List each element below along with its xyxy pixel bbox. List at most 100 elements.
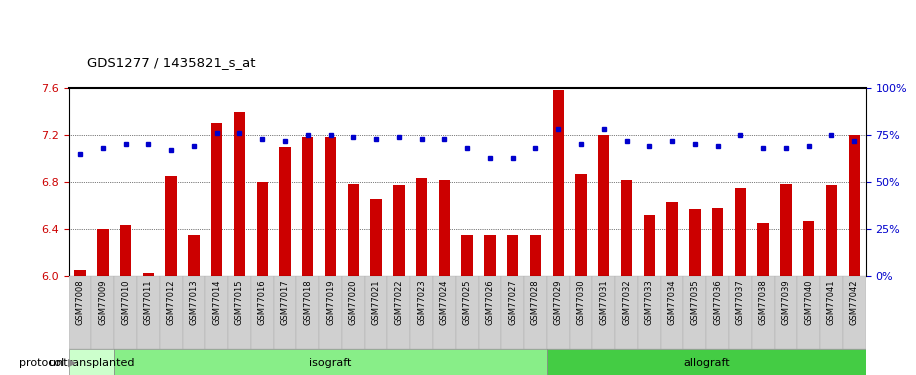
Text: GSM77042: GSM77042 [850,279,858,325]
Text: GSM77008: GSM77008 [76,279,84,325]
Bar [69,276,92,349]
Bar [256,182,267,276]
Text: GSM77041: GSM77041 [827,279,836,325]
Bar [188,235,200,276]
Text: GSM77023: GSM77023 [417,279,426,325]
Bar [228,276,251,349]
Bar [529,235,541,276]
Text: GSM77022: GSM77022 [395,279,403,325]
Text: untransplanted: untransplanted [49,358,135,368]
Text: GSM77025: GSM77025 [463,279,472,325]
Bar [302,137,313,276]
Text: GSM77031: GSM77031 [599,279,608,325]
Bar [706,276,729,349]
Bar [780,184,791,276]
Text: GSM77018: GSM77018 [303,279,312,325]
Bar [638,276,660,349]
Bar [666,202,678,276]
Bar [166,176,177,276]
Bar [433,276,456,349]
Text: GSM77030: GSM77030 [576,279,585,325]
Text: GSM77021: GSM77021 [372,279,380,325]
Bar [621,180,632,276]
Bar [462,235,473,276]
Bar [439,180,450,276]
Bar [319,276,342,349]
Text: GSM77035: GSM77035 [691,279,699,325]
Bar [570,276,593,349]
Bar [803,220,814,276]
Text: GSM77028: GSM77028 [531,279,540,325]
Bar [325,137,336,276]
Bar [478,276,501,349]
Text: GSM77040: GSM77040 [804,279,813,325]
Text: protocol: protocol [19,358,64,368]
Bar [547,276,570,349]
Bar [92,276,114,349]
Bar [507,235,518,276]
Bar [689,209,701,276]
Bar [552,90,564,276]
Text: GSM77024: GSM77024 [440,279,449,325]
Bar [644,215,655,276]
Bar [729,276,752,349]
Bar [547,349,866,375]
Text: GSM77036: GSM77036 [714,279,722,325]
Bar [843,276,866,349]
Text: GSM77015: GSM77015 [235,279,244,325]
Bar [159,276,182,349]
Bar [347,184,359,276]
Bar [205,276,228,349]
Bar [758,223,769,276]
Bar [683,276,706,349]
Text: GSM77033: GSM77033 [645,279,654,325]
Text: GSM77017: GSM77017 [280,279,289,325]
Bar [137,276,159,349]
Bar [410,276,433,349]
Bar [393,185,405,276]
Bar [97,229,108,276]
Text: GSM77016: GSM77016 [257,279,267,325]
Text: GSM77012: GSM77012 [167,279,176,325]
Bar [251,276,274,349]
Text: GSM77039: GSM77039 [781,279,791,325]
Bar [752,276,775,349]
Bar [342,276,365,349]
Text: GSM77019: GSM77019 [326,279,335,325]
Bar [74,270,86,276]
Bar [598,135,609,276]
Bar [416,178,427,276]
Bar [120,225,131,276]
Text: GDS1277 / 1435821_s_at: GDS1277 / 1435821_s_at [87,56,256,69]
Bar [279,147,290,276]
Bar [660,276,683,349]
Text: ▶: ▶ [68,358,76,368]
Bar [234,111,245,276]
Bar [69,349,114,375]
Text: GSM77038: GSM77038 [758,279,768,325]
Text: GSM77026: GSM77026 [485,279,495,325]
Bar [575,174,586,276]
Text: GSM77037: GSM77037 [736,279,745,325]
Bar [712,208,724,276]
Bar [485,235,496,276]
Text: GSM77027: GSM77027 [508,279,518,325]
Bar [297,276,319,349]
Bar [182,276,205,349]
Bar [735,188,746,276]
Text: GSM77013: GSM77013 [190,279,199,325]
Bar [820,276,843,349]
Text: allograft: allograft [683,358,729,368]
Bar [593,276,616,349]
Bar [387,276,410,349]
Bar [848,135,860,276]
Bar [456,276,478,349]
Text: isograft: isograft [310,358,352,368]
Text: GSM77029: GSM77029 [554,279,562,325]
Bar [616,276,638,349]
Bar [114,276,137,349]
Bar [797,276,820,349]
Bar [775,276,797,349]
Text: GSM77011: GSM77011 [144,279,153,325]
Bar [524,276,547,349]
